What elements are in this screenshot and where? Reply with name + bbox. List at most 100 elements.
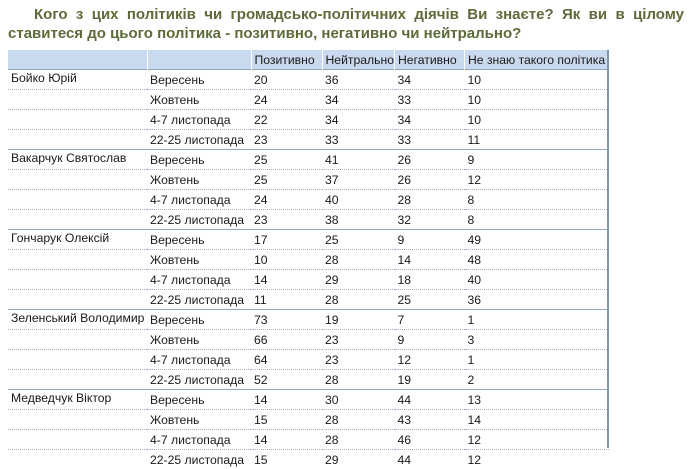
cell-positive: 64: [251, 350, 322, 370]
politician-name-empty: [8, 330, 147, 350]
survey-question: Кого з цих політиків чи громадсько-політ…: [8, 5, 684, 43]
cell-positive: 20: [251, 70, 322, 90]
cell-period: 4-7 листопада: [147, 190, 251, 210]
cell-neutral: 25: [322, 230, 395, 250]
politician-name-empty: [8, 250, 147, 270]
politician-name-empty: [8, 430, 147, 450]
cell-neutral: 29: [322, 270, 395, 290]
politician-name-empty: [8, 90, 147, 110]
cell-neutral: 37: [322, 170, 395, 190]
cell-unknown: 8: [465, 210, 609, 230]
politician-name: Бойко Юрій: [8, 70, 147, 90]
cell-unknown: 12: [465, 450, 609, 469]
cell-negative: 25: [395, 290, 465, 310]
cell-period: Вересень: [147, 390, 251, 410]
cell-unknown: 8: [465, 190, 609, 210]
cell-unknown: 11: [465, 130, 609, 150]
table-right-border: [607, 50, 609, 448]
cell-unknown: 2: [465, 370, 609, 390]
header-period: [147, 50, 251, 70]
cell-negative: 14: [395, 250, 465, 270]
cell-period: Жовтень: [147, 410, 251, 430]
cell-neutral: 28: [322, 430, 395, 450]
cell-negative: 44: [395, 450, 465, 469]
cell-neutral: 29: [322, 450, 395, 469]
cell-unknown: 49: [465, 230, 609, 250]
cell-negative: 19: [395, 370, 465, 390]
cell-negative: 26: [395, 150, 465, 170]
politician-name: Гончарук Олексій: [8, 230, 147, 250]
cell-negative: 44: [395, 390, 465, 410]
poll-results-table: Позитивно Нейтрально Негативно Не знаю т…: [8, 50, 609, 469]
politician-name-empty: [8, 350, 147, 370]
cell-neutral: 28: [322, 290, 395, 310]
cell-neutral: 36: [322, 70, 395, 90]
cell-unknown: 9: [465, 150, 609, 170]
cell-period: 4-7 листопада: [147, 270, 251, 290]
cell-unknown: 10: [465, 70, 609, 90]
politician-name-empty: [8, 170, 147, 190]
cell-positive: 25: [251, 150, 322, 170]
cell-neutral: 33: [322, 130, 395, 150]
cell-unknown: 13: [465, 390, 609, 410]
cell-neutral: 28: [322, 410, 395, 430]
politician-name-empty: [8, 410, 147, 430]
cell-unknown: 1: [465, 310, 609, 330]
cell-neutral: 40: [322, 190, 395, 210]
cell-neutral: 38: [322, 210, 395, 230]
header-name: [8, 50, 147, 70]
cell-neutral: 41: [322, 150, 395, 170]
cell-negative: 34: [395, 110, 465, 130]
cell-period: 4-7 листопада: [147, 110, 251, 130]
cell-neutral: 34: [322, 110, 395, 130]
cell-period: Жовтень: [147, 250, 251, 270]
cell-positive: 14: [251, 430, 322, 450]
cell-positive: 24: [251, 190, 322, 210]
cell-positive: 52: [251, 370, 322, 390]
cell-unknown: 3: [465, 330, 609, 350]
header-neutral: Нейтрально: [322, 50, 395, 70]
cell-period: Жовтень: [147, 330, 251, 350]
header-positive: Позитивно: [251, 50, 322, 70]
cell-positive: 14: [251, 390, 322, 410]
cell-neutral: 34: [322, 90, 395, 110]
politician-name: Вакарчук Святослав: [8, 150, 147, 170]
cell-negative: 28: [395, 190, 465, 210]
cell-unknown: 10: [465, 110, 609, 130]
cell-positive: 15: [251, 450, 322, 469]
cell-positive: 10: [251, 250, 322, 270]
cell-negative: 9: [395, 330, 465, 350]
cell-neutral: 19: [322, 310, 395, 330]
politician-name-empty: [8, 270, 147, 290]
cell-unknown: 36: [465, 290, 609, 310]
cell-positive: 11: [251, 290, 322, 310]
cell-period: 22-25 листопада: [147, 130, 251, 150]
cell-negative: 43: [395, 410, 465, 430]
cell-period: Вересень: [147, 70, 251, 90]
cell-period: 22-25 листопада: [147, 290, 251, 310]
cell-positive: 23: [251, 210, 322, 230]
cell-negative: 9: [395, 230, 465, 250]
header-unknown: Не знаю такого політика: [465, 50, 609, 70]
politician-name-empty: [8, 110, 147, 130]
cell-period: 4-7 листопада: [147, 350, 251, 370]
question-line-2: ставитеся до цього політика - позитивно,…: [8, 24, 684, 43]
cell-neutral: 23: [322, 350, 395, 370]
cell-positive: 23: [251, 130, 322, 150]
